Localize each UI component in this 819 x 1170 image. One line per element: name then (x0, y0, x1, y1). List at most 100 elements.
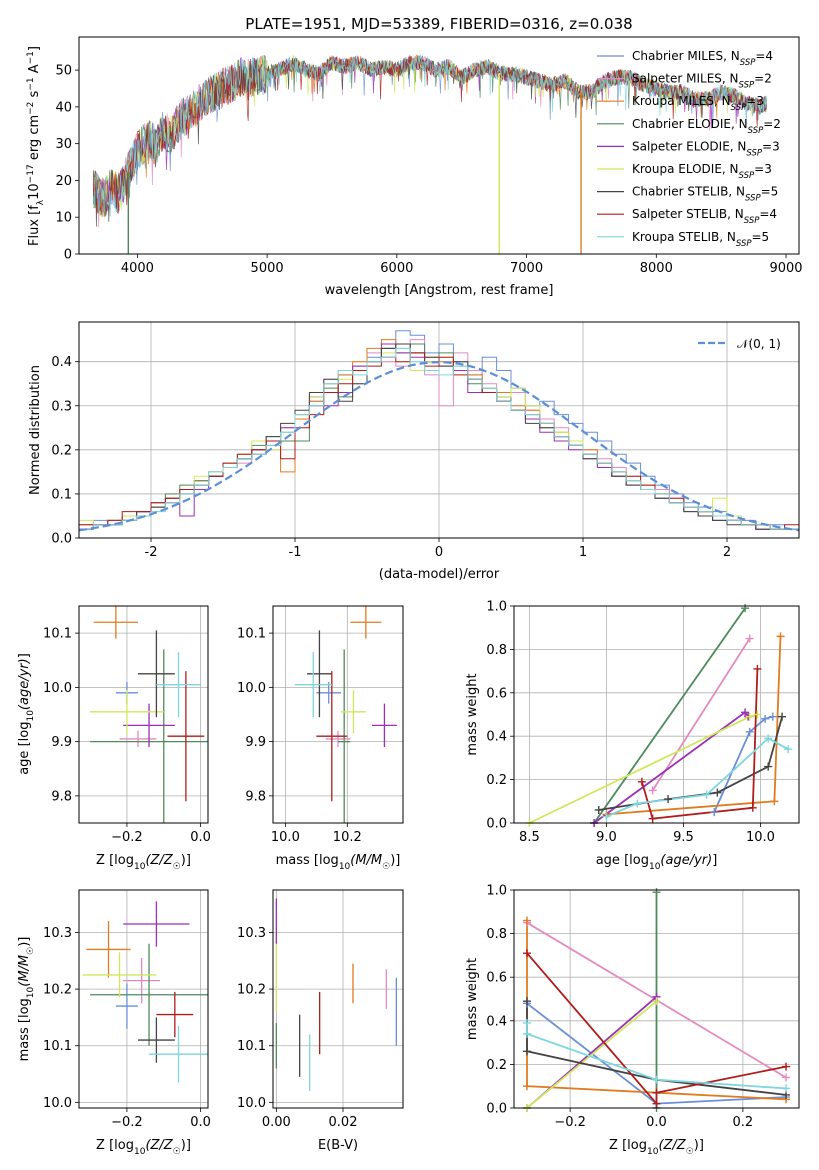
weight-marker-salpeter-stelib (782, 1062, 791, 1071)
y-tick-label: 10.3 (237, 926, 266, 941)
weight-marker-kroupa-stelib (782, 1084, 791, 1093)
y-tick-label: 0 (64, 248, 72, 263)
y-axis-label-part: −1 (26, 77, 36, 90)
weight-marker-kroupa-stelib (602, 812, 611, 821)
y-tick-label: 0.2 (51, 443, 72, 458)
y-axis-label-part: ☉ (26, 947, 36, 955)
legend-label-part: Salpeter MILES, N (632, 72, 739, 86)
x-axis-label-part: (Z/Z (145, 853, 173, 868)
weight-marker-chabrier-stelib (522, 1047, 531, 1056)
y-tick-label: 50 (55, 64, 72, 79)
weight-marker-salpeter-stelib (648, 814, 657, 823)
weight-line-kroupa-stelib (526, 1023, 787, 1090)
x-tick-label: 0 (435, 545, 443, 560)
x-axis-label: Z [log10(Z/Z☉)] (96, 1138, 191, 1157)
axes-frame (272, 605, 404, 824)
figure-title: PLATE=1951, MJD=53389, FIBERID=0316, z=0… (245, 15, 632, 33)
y-axis-label: age [log10(age/yr)] (17, 653, 36, 775)
x-axis-label-part: 10 (649, 862, 661, 872)
legend-label-part: SSP (739, 81, 755, 91)
x-tick-label: −0.2 (111, 830, 143, 845)
y-tick-label: 10.1 (237, 1039, 266, 1054)
y-axis-label-part: 10 (26, 986, 36, 998)
x-tick-label: 8.5 (519, 830, 540, 845)
y-tick-label: 9.8 (245, 789, 266, 804)
legend-label-part: Salpeter STELIB, N (632, 207, 744, 221)
y-axis-label-part: (M/M (17, 955, 32, 987)
x-axis-label-part: ☉ (686, 1147, 694, 1157)
weight-marker-kroupa-miles (776, 632, 785, 641)
legend-label-salpeter-miles: Salpeter MILES, NSSP=2 (632, 72, 772, 91)
y-tick-label: 10.1 (43, 1039, 72, 1054)
y-tick-label: 10.1 (43, 627, 72, 642)
weight-marker-chabrier-stelib (713, 788, 722, 797)
x-axis-label: Z [log10(Z/Z☉)] (609, 1138, 704, 1157)
spectrum-panel: 4000 5000 6000 7000 8000 9000 0 10 20 30 40 50 Chabr… (26, 36, 803, 298)
age-vs-mass-panel: 10.0 10.2 9.8 9.9 10.0 10.1 mass [log10(M/M☉)] (237, 605, 404, 872)
legend-label-part: =5 (752, 230, 770, 244)
x-tick-label: 5000 (251, 261, 284, 276)
x-axis-label-part: 10 (647, 1147, 659, 1157)
x-axis-label-part: )] (390, 853, 400, 868)
weight-line-kroupa-stelib (606, 737, 789, 818)
weight-marker-kroupa-stelib (522, 1029, 531, 1038)
y-tick-label: 9.8 (51, 789, 72, 804)
weight-marker-kroupa-stelib (702, 790, 711, 799)
weight-marker-salpeter-elodie (741, 708, 750, 717)
legend-label-salpeter-elodie: Salpeter ELODIE, NSSP=3 (632, 139, 780, 158)
x-axis-label-part: ] (712, 853, 717, 868)
mass-vs-extinction-panel: 0.00 0.02 10.0 10.1 10.2 10.3 E(B-V) (237, 889, 404, 1153)
y-tick-label: 10.0 (43, 1096, 72, 1111)
y-tick-label: 10.2 (43, 983, 72, 998)
legend-label-part: SSP (746, 148, 762, 158)
legend-label-part: =3 (754, 162, 772, 176)
y-axis-label-part: (age/yr) (17, 658, 32, 710)
y-tick-label: 0.3 (51, 399, 72, 414)
x-axis-label-part: ☉ (173, 1147, 181, 1157)
y-tick-label: 0.0 (486, 1102, 507, 1117)
x-tick-label: 1 (579, 545, 587, 560)
y-tick-label: 0.4 (486, 1014, 507, 1029)
y-tick-label: 10.0 (237, 681, 266, 696)
axes-frame (513, 605, 800, 824)
legend-label-part: =4 (755, 49, 773, 63)
y-tick-label: 1.0 (486, 884, 507, 899)
y-tick-label: 10.1 (237, 627, 266, 642)
weight-marker-chabrier-miles (768, 712, 777, 721)
weight-line-kroupa-elodie (529, 713, 758, 823)
y-tick-label: 9.9 (51, 735, 72, 750)
x-tick-label: −0.2 (111, 1115, 143, 1130)
x-tick-label: 9.5 (673, 830, 694, 845)
x-tick-label: 0.0 (190, 1115, 211, 1130)
plot-area (82, 901, 208, 1083)
x-axis-label-part: (Z/Z (658, 1138, 686, 1153)
x-axis-label-part: )] (181, 853, 191, 868)
axes-frame (513, 889, 800, 1109)
legend-label-part: Kroupa MILES, N (632, 94, 731, 108)
legend-label-part: =3 (762, 139, 780, 153)
x-tick-label: -1 (289, 545, 302, 560)
legend-label-part: SSP (736, 239, 752, 249)
mass-weight-vs-age-panel: 8.5 9.0 9.5 10.0 0.0 0.2 0.4 0.6 0.8 1.0 mass weig… (465, 600, 800, 872)
y-tick-label: 0.4 (51, 355, 72, 370)
axes-frame (78, 889, 209, 1109)
y-tick-label: 10.3 (43, 926, 72, 941)
x-axis-label-part: (age/yr) (660, 853, 712, 868)
weight-marker-kroupa-elodie (753, 710, 762, 719)
y-tick-label: 0.6 (486, 971, 507, 986)
weight-marker-salpeter-stelib (748, 803, 757, 812)
x-axis-label: age [log10(age/yr)] (596, 853, 718, 872)
y-axis-label-part: age [log (17, 722, 32, 775)
weight-line-salpeter-stelib (526, 952, 787, 1107)
x-tick-label: 0.00 (262, 1115, 291, 1130)
y-tick-label: 10.2 (237, 983, 266, 998)
y-axis-label: Normed distribution (28, 365, 43, 495)
legend-label-part: Chabrier MILES, N (632, 49, 740, 63)
legend-label-part: Kroupa ELODIE, N (632, 162, 739, 176)
y-axis-label-part: Flux [f (27, 205, 42, 246)
mass-vs-metallicity-panel: −0.2 0.010.010.110.210.3Z [log10(Z/Z☉)]ma… (17, 889, 211, 1157)
x-axis-label-part: ☉ (173, 862, 181, 872)
weight-marker-kroupa-stelib (784, 745, 793, 754)
x-tick-label: 0.2 (733, 1115, 754, 1130)
